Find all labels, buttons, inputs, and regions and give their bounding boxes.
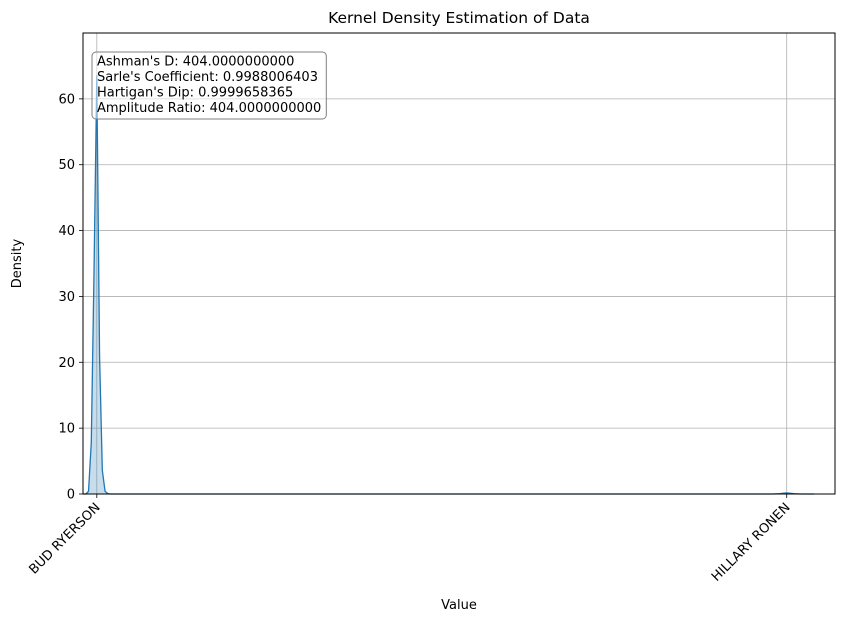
y-tick-label: 30 [58, 290, 75, 305]
stats-box-background [91, 51, 327, 120]
stats-line-hartigans-dip: Hartigan's Dip: 0.9999658365 [97, 86, 293, 101]
y-axis-label: Density [10, 238, 25, 288]
stats-line-sarles-coefficient: Sarle's Coefficient: 0.9988006403 [97, 70, 318, 85]
plot-frame [82, 32, 836, 495]
y-tick-label: 60 [58, 92, 75, 107]
y-tick-label: 10 [58, 422, 75, 437]
stats-line-amplitude-ratio: Amplitude Ratio: 404.0000000000 [97, 101, 321, 116]
x-axis-label: Value [441, 598, 477, 613]
y-tick-label: 50 [58, 158, 75, 173]
stats-line-ashmans-d: Ashman's D: 404.0000000000 [97, 55, 294, 70]
y-tick-label: 40 [58, 224, 75, 239]
y-tick-label: 20 [58, 356, 75, 371]
stats-annotation-box: Ashman's D: 404.0000000000 Sarle's Coeff… [91, 51, 327, 120]
chart-title: Kernel Density Estimation of Data [328, 9, 590, 27]
y-tick-label: 0 [67, 488, 75, 503]
